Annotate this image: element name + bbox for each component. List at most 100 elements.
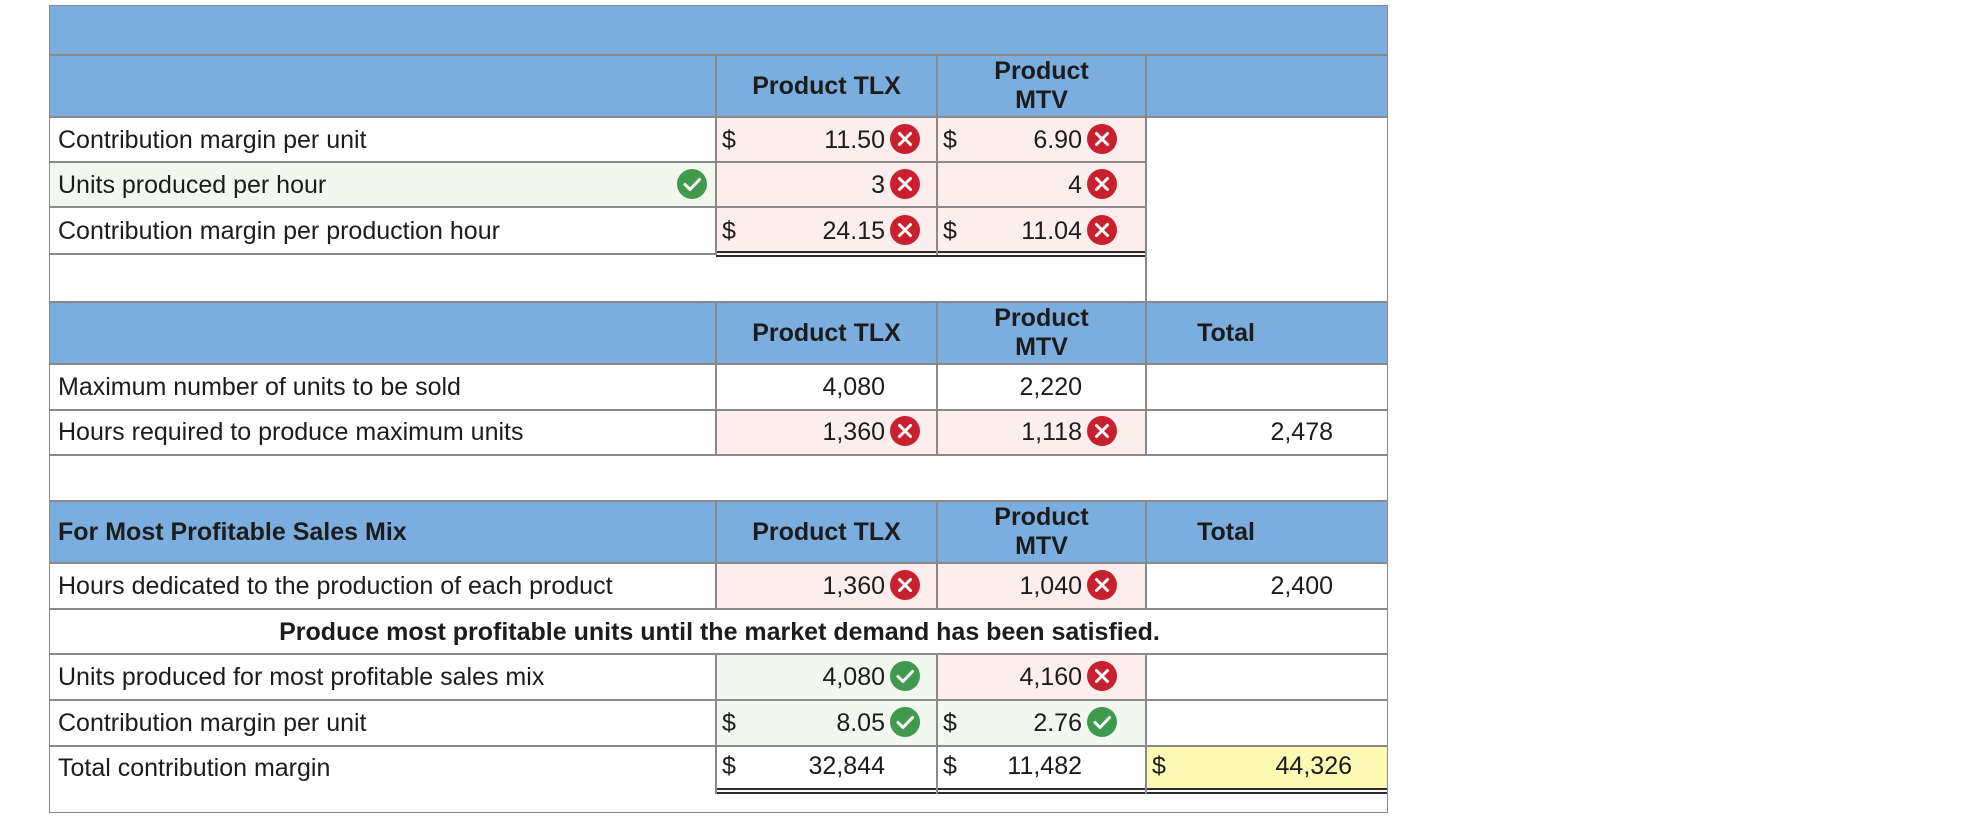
grid-line (50, 653, 1387, 655)
s1-tlx-units-value: 3 (871, 171, 885, 199)
grid-line (50, 301, 1387, 303)
s3-tlx-total-cm: 32,844 (808, 752, 885, 780)
s1-mtv-cmh-value: 11.04 (1021, 217, 1082, 245)
grid-line (715, 501, 717, 609)
s3-tlx-units-value: 4,080 (822, 663, 885, 691)
grid-line (50, 500, 1387, 502)
grid-line (936, 55, 938, 255)
s1-mtv-units-value: 4 (1068, 171, 1082, 199)
section2-header (50, 302, 1387, 364)
s1-mtv-cm-value: 6.90 (1033, 126, 1082, 154)
grid-line (715, 55, 717, 255)
s2-tlx-hours-value: 1,360 (822, 418, 885, 446)
s3-total-header: Total (1197, 518, 1255, 546)
grid-line (50, 745, 1387, 747)
double-underline (716, 792, 1387, 794)
grid-line (50, 363, 1387, 365)
s3-tlx-header: Product TLX (752, 518, 901, 546)
double-underline (716, 788, 1387, 790)
s2-mtv-header-line1: Product (994, 304, 1089, 332)
s2-mtv-header-line2: MTV (1015, 333, 1068, 361)
grid-line (50, 161, 1146, 163)
s3-mtv-units-value: 4,160 (1019, 663, 1082, 691)
s3-row-label: Total contribution margin (58, 754, 331, 782)
currency-symbol: $ (722, 709, 736, 737)
s1-row-label: Units produced per hour (58, 171, 327, 199)
s3-row-label: Contribution margin per unit (58, 709, 367, 737)
double-underline (716, 251, 1146, 253)
currency-symbol: $ (722, 217, 736, 245)
x-circle-icon (889, 123, 921, 155)
s1-tlx-cmh-value: 24.15 (822, 217, 885, 245)
grid-line (1145, 55, 1147, 302)
s3-total-cm-cell (1146, 746, 1387, 790)
s3-mtv-hours-value: 1,040 (1019, 572, 1082, 600)
section1-header (50, 55, 1387, 117)
s1-row-label: Contribution margin per production hour (58, 217, 500, 245)
currency-symbol: $ (943, 752, 957, 780)
x-circle-icon (889, 168, 921, 200)
grid-line (1145, 654, 1147, 794)
s3-mtv-total-cm: 11,482 (1007, 752, 1082, 780)
s3-mtv-cm-value: 2.76 (1033, 709, 1082, 737)
s3-mtv-header-line1: Product (994, 503, 1089, 531)
s3-grand-total-cm: 44,326 (1275, 752, 1352, 780)
s3-mtv-header-line2: MTV (1015, 532, 1068, 560)
double-underline (716, 255, 1146, 257)
worksheet-table: Product TLX Product MTV Contribution mar… (49, 5, 1388, 813)
x-circle-icon (889, 214, 921, 246)
s2-total-header: Total (1197, 319, 1255, 347)
currency-symbol: $ (722, 752, 736, 780)
grid-line (50, 253, 716, 255)
grid-line (1145, 501, 1147, 609)
grid-line (50, 608, 1387, 610)
s1-tlx-header: Product TLX (752, 72, 901, 100)
grid-line (50, 116, 1387, 118)
grid-line (936, 501, 938, 609)
check-circle-icon (889, 660, 921, 692)
check-circle-icon (889, 706, 921, 738)
s1-units-label-cell (50, 162, 716, 207)
x-circle-icon (1086, 660, 1118, 692)
grid-line (936, 654, 938, 794)
x-circle-icon (889, 569, 921, 601)
s2-tlx-header: Product TLX (752, 319, 901, 347)
grid-line (50, 206, 1146, 208)
currency-symbol: $ (943, 217, 957, 245)
section3-header (50, 501, 1387, 563)
title-band (50, 6, 1387, 55)
s2-mtv-max-units: 2,220 (1019, 373, 1082, 401)
grid-line (936, 302, 938, 455)
s2-row-label: Hours required to produce maximum units (58, 418, 524, 446)
s2-total-hours-value: 2,478 (1270, 418, 1333, 446)
grid-line (50, 454, 1387, 456)
s2-row-label: Maximum number of units to be sold (58, 373, 461, 401)
s1-tlx-cm-value: 11.50 (824, 126, 885, 154)
grid-line (50, 699, 1387, 701)
check-circle-icon (676, 168, 708, 200)
s3-total-hours-value: 2,400 (1270, 572, 1333, 600)
currency-symbol: $ (722, 126, 736, 154)
s3-tlx-hours-value: 1,360 (822, 572, 885, 600)
s1-mtv-header-line2: MTV (1015, 86, 1068, 114)
s3-tlx-cm-value: 8.05 (836, 709, 885, 737)
grid-line (1145, 302, 1147, 455)
grid-line (715, 654, 717, 794)
x-circle-icon (889, 415, 921, 447)
grid-line (50, 562, 1387, 564)
s3-row-label: Units produced for most profitable sales… (58, 663, 545, 691)
currency-symbol: $ (1152, 752, 1166, 780)
grid-line (50, 409, 1387, 411)
s1-row-label: Contribution margin per unit (58, 126, 367, 154)
x-circle-icon (1086, 569, 1118, 601)
x-circle-icon (1086, 168, 1118, 200)
s3-title: For Most Profitable Sales Mix (58, 518, 407, 546)
currency-symbol: $ (943, 126, 957, 154)
s3-hours-label: Hours dedicated to the production of eac… (58, 572, 613, 600)
s2-tlx-max-units: 4,080 (822, 373, 885, 401)
s1-mtv-header-line1: Product (994, 57, 1089, 85)
grid-line (715, 302, 717, 455)
x-circle-icon (1086, 214, 1118, 246)
s3-instruction: Produce most profitable units until the … (279, 618, 1160, 646)
s2-mtv-hours-value: 1,118 (1021, 418, 1082, 446)
